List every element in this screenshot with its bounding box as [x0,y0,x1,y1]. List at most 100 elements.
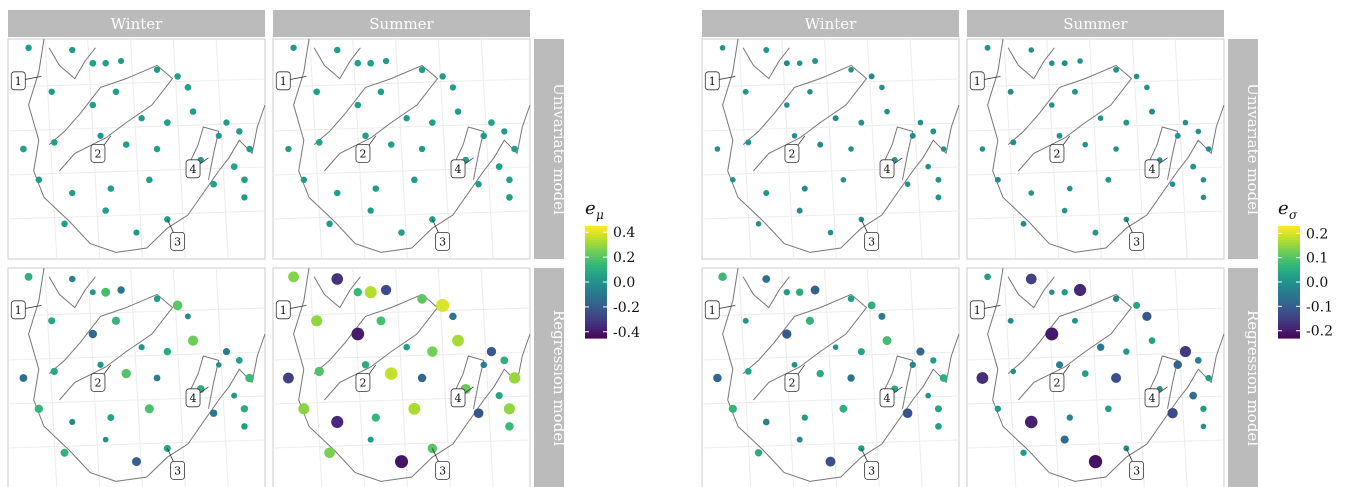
colorbar-step [1278,290,1300,294]
station-point [867,301,876,310]
station-point [847,374,855,382]
station-point [285,145,292,153]
gridline [7,351,266,361]
gridline [480,267,494,487]
row-strip [1228,39,1258,259]
colorbar-tick-label: 0.1 [1306,251,1328,267]
colorbar-tick-label: -0.1 [1306,299,1333,315]
coastline [313,47,361,80]
station-point [1049,102,1055,108]
gridline [272,307,531,317]
colorbar-step [585,237,607,241]
coastline [313,64,439,172]
gridline [7,78,266,88]
landmark-box [969,71,985,91]
landmark-label: 2 [788,147,795,160]
gridline [966,78,1225,88]
station-point [1028,47,1035,53]
gridline [7,439,266,449]
station-point [351,327,365,341]
coastline [987,38,1225,253]
station-point [847,295,855,303]
station-point [879,84,885,91]
station-point [223,119,230,126]
station-point [930,128,937,135]
gridline [701,166,960,176]
colorbar-step [585,226,607,230]
station-point [298,403,310,415]
colorbar-step [1278,324,1300,328]
gridline [701,307,960,317]
figure-group-sigma: Winter Summer Univariate model Regression m… [701,10,1333,487]
landmark-box [1144,388,1160,408]
station-point [331,273,344,285]
landmark-box [90,372,106,392]
station-point [858,445,865,452]
colorbar-tick-label: -0.2 [613,300,640,316]
colorbar-legend: e σ 0.2 0.1 0.0 -0.1 -0.2 [1278,198,1333,340]
station-point [1205,374,1212,382]
station-point [1049,289,1055,296]
landmark-box [170,231,186,251]
colorbar-legend: e μ 0.4 0.2 0.0 -0.2 -0.4 [585,198,640,341]
row-strip-label: Univariate model [1244,83,1262,215]
station-point [144,404,154,414]
coastline [881,355,914,409]
landmark-label: 1 [709,304,716,317]
station-point [763,47,770,53]
station-point [1148,337,1156,344]
gridline [909,267,923,487]
station-point [878,312,886,320]
landmark-box [784,143,800,163]
colorbar-step [1278,310,1300,314]
coastline [1146,126,1179,180]
coastline [1007,276,1055,309]
colorbar-step [585,248,607,252]
landmark-label: 1 [709,75,716,88]
colorbar-step [585,262,607,266]
station-point [848,67,854,73]
gridline [44,267,58,487]
station-point [917,119,924,126]
gridline [966,395,1225,405]
landmark-label: 3 [174,235,181,248]
station-point [884,108,890,115]
station-point [210,180,217,188]
coastline [987,267,1225,482]
station-point [503,403,516,415]
station-point [452,334,464,347]
column-strip [273,10,530,37]
row-strip-label: Univariate model [550,83,568,215]
gridline [272,439,531,449]
station-point [50,367,58,376]
station-point [795,288,804,296]
coastline [28,38,266,253]
coastline [452,355,485,409]
station-point [132,457,141,467]
station-point [102,207,109,214]
colorbar-step [1278,279,1300,283]
station-point [763,190,770,196]
station-point [1066,414,1073,421]
coastline [48,64,174,172]
station-point [101,287,111,297]
legend-subscript: μ [596,208,604,222]
colorbar-step [585,296,607,300]
station-point [354,59,362,67]
coastline [722,267,960,482]
station-point [122,141,130,148]
station-point [501,128,508,135]
station-point [1123,445,1130,452]
station-point [488,119,495,126]
station-point [495,163,503,170]
station-point [241,423,248,430]
station-point [505,422,514,431]
landmark-box [185,159,201,179]
station-point [117,286,125,294]
station-point [1088,454,1103,469]
station-point [1182,119,1189,126]
station-point [909,361,916,368]
station-point [1133,301,1141,309]
colorbar-step [585,231,607,235]
station-point [783,60,790,67]
